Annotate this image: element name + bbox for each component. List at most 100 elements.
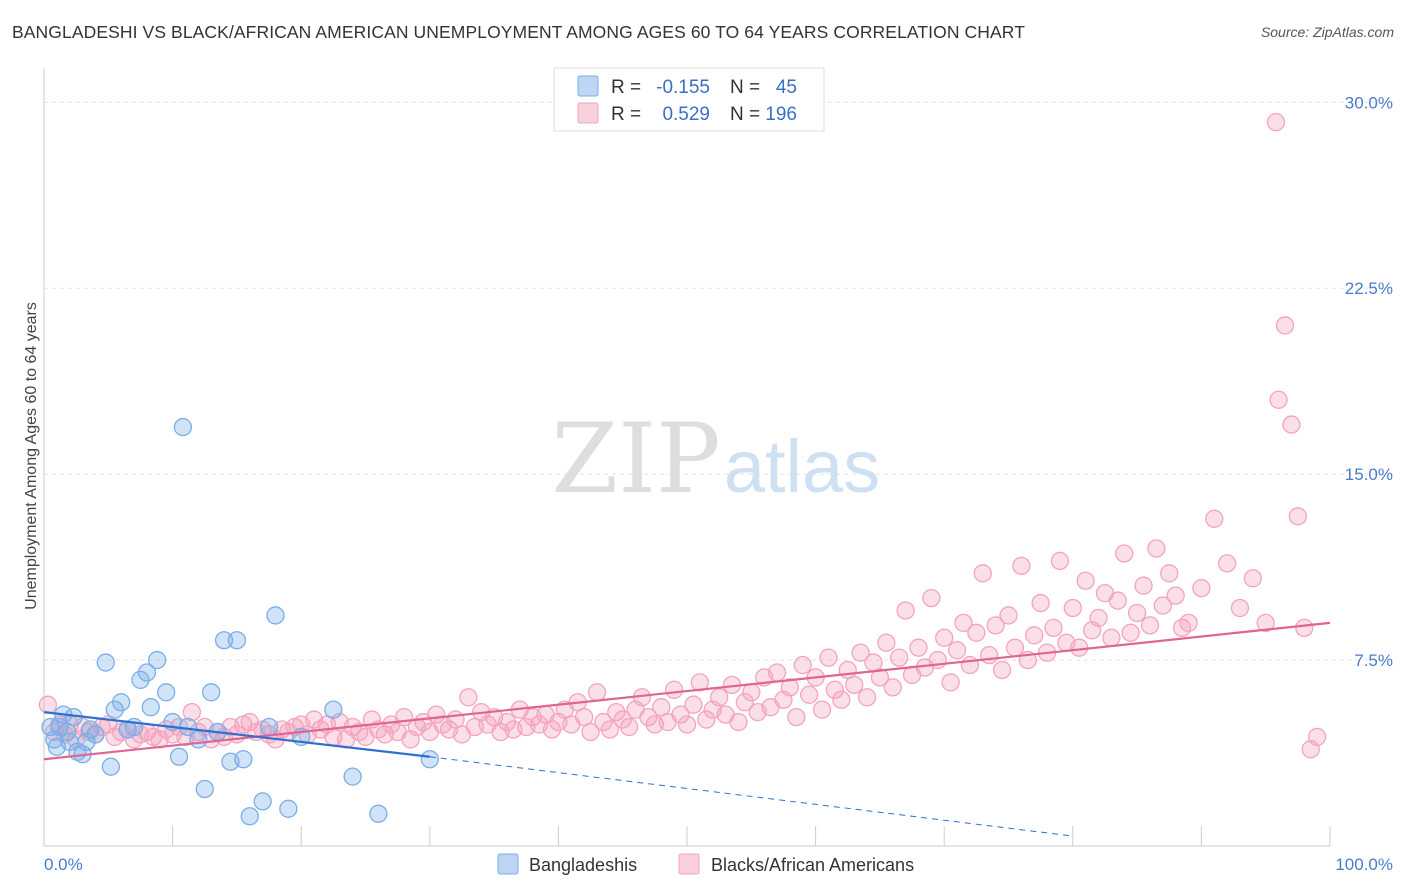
point-bangladeshis-21 bbox=[141, 698, 160, 717]
point-bangladeshis-45 bbox=[420, 750, 439, 769]
point-bangladeshis-16 bbox=[112, 693, 131, 712]
point-blacks-109 bbox=[735, 693, 755, 712]
point-bangladeshis-43 bbox=[343, 767, 362, 786]
point-blacks-72 bbox=[497, 712, 517, 732]
point-blacks-102 bbox=[690, 673, 710, 692]
point-blacks-136 bbox=[909, 638, 928, 657]
point-blacks-122 bbox=[819, 648, 838, 667]
point-bangladeshis-42 bbox=[324, 700, 343, 719]
point-blacks-118 bbox=[793, 655, 812, 675]
point-bangladeshis-29 bbox=[195, 779, 214, 799]
point-blacks-169 bbox=[1121, 623, 1140, 642]
point-blacks-154 bbox=[1025, 626, 1044, 645]
point-blacks-171 bbox=[1134, 576, 1153, 595]
x-tick-labels: 0.0% 100.0% bbox=[44, 855, 1393, 874]
point-bangladeshis-35 bbox=[234, 750, 253, 769]
point-blacks-142 bbox=[947, 641, 967, 660]
point-blacks-180 bbox=[1205, 509, 1224, 528]
legend-swatch-blacks bbox=[577, 102, 599, 124]
point-blacks-103 bbox=[697, 710, 716, 729]
legend-swatch-bangladeshis bbox=[577, 75, 599, 97]
point-blacks-151 bbox=[1005, 638, 1025, 657]
series-bangladeshis-points bbox=[41, 417, 439, 826]
point-blacks-179 bbox=[1192, 579, 1211, 598]
point-bangladeshis-40 bbox=[279, 799, 298, 818]
point-blacks-134 bbox=[896, 601, 915, 620]
point-blacks-158 bbox=[1050, 551, 1070, 571]
legend-r-value-bangladeshis: -0.155 bbox=[656, 77, 710, 98]
point-blacks-89 bbox=[607, 702, 626, 722]
y-tick-labels: 7.5% 15.0% 22.5% 30.0% bbox=[1345, 93, 1393, 670]
point-blacks-127 bbox=[851, 643, 870, 662]
y-tick-label-0: 7.5% bbox=[1354, 651, 1393, 670]
point-blacks-141 bbox=[941, 673, 960, 692]
point-bangladeshis-39 bbox=[266, 606, 285, 625]
series-legend: Bangladeshis Blacks/African Americans bbox=[497, 853, 914, 875]
point-blacks-166 bbox=[1102, 628, 1121, 647]
point-bangladeshis-23 bbox=[157, 683, 176, 702]
point-blacks-168 bbox=[1115, 544, 1134, 563]
point-blacks-86 bbox=[587, 683, 607, 702]
point-bangladeshis-32 bbox=[214, 631, 234, 650]
point-blacks-150 bbox=[999, 606, 1018, 625]
point-bangladeshis-36 bbox=[240, 807, 259, 826]
point-blacks-140 bbox=[935, 628, 954, 647]
point-blacks-91 bbox=[619, 717, 639, 737]
point-blacks-132 bbox=[883, 678, 902, 697]
point-blacks-173 bbox=[1147, 539, 1166, 558]
point-blacks-174 bbox=[1153, 596, 1172, 615]
point-bangladeshis-15 bbox=[105, 700, 124, 719]
point-blacks-108 bbox=[729, 712, 748, 732]
point-blacks-184 bbox=[1256, 613, 1275, 633]
point-blacks-149 bbox=[992, 660, 1012, 680]
legend-r-label-bangladeshis: R = bbox=[611, 77, 641, 98]
point-blacks-192 bbox=[1307, 727, 1327, 747]
point-blacks-152 bbox=[1012, 556, 1031, 576]
watermark-zip: ZIP bbox=[551, 403, 720, 515]
trend-lines bbox=[43, 621, 1331, 837]
point-blacks-189 bbox=[1288, 507, 1307, 526]
point-blacks-186 bbox=[1269, 390, 1288, 409]
y-tick-label-2: 22.5% bbox=[1345, 279, 1393, 298]
point-bangladeshis-11 bbox=[81, 720, 100, 739]
point-blacks-178 bbox=[1179, 613, 1198, 633]
point-blacks-101 bbox=[684, 695, 703, 714]
point-blacks-114 bbox=[767, 663, 787, 682]
point-blacks-190 bbox=[1295, 618, 1314, 638]
point-blacks-130 bbox=[870, 668, 890, 687]
point-bangladeshis-14 bbox=[101, 757, 121, 776]
legend-r-value-blacks: 0.529 bbox=[662, 104, 710, 125]
bottom-legend-label-bangladeshis: Bangladeshis bbox=[529, 855, 637, 875]
point-bangladeshis-30 bbox=[202, 683, 221, 702]
point-blacks-126 bbox=[845, 675, 864, 695]
point-blacks-119 bbox=[800, 685, 819, 704]
point-blacks-66 bbox=[459, 688, 478, 707]
point-blacks-176 bbox=[1166, 586, 1185, 605]
point-bangladeshis-44 bbox=[369, 804, 388, 823]
point-blacks-123 bbox=[825, 680, 845, 699]
point-blacks-155 bbox=[1031, 593, 1050, 613]
watermark-atlas: atlas bbox=[724, 425, 880, 508]
point-blacks-100 bbox=[677, 715, 697, 734]
y-tick-label-3: 30.0% bbox=[1345, 93, 1393, 112]
point-blacks-164 bbox=[1089, 608, 1108, 628]
point-blacks-23 bbox=[182, 702, 202, 722]
point-blacks-161 bbox=[1070, 638, 1089, 657]
point-blacks-99 bbox=[671, 705, 690, 724]
x-tick-label-0: 0.0% bbox=[44, 855, 83, 874]
point-blacks-187 bbox=[1275, 316, 1295, 335]
point-blacks-182 bbox=[1230, 598, 1250, 618]
point-bangladeshis-13 bbox=[96, 653, 115, 672]
point-blacks-157 bbox=[1044, 618, 1063, 638]
gridlines bbox=[44, 101, 1390, 661]
bottom-legend-swatch-bangladeshis bbox=[497, 853, 519, 875]
point-bangladeshis-38 bbox=[259, 717, 279, 737]
legend-n-value-bangladeshis: 45 bbox=[776, 77, 797, 98]
legend-n-label-blacks: N = bbox=[730, 104, 760, 125]
watermark: ZIP atlas bbox=[551, 403, 880, 515]
y-tick-label-1: 15.0% bbox=[1345, 465, 1393, 484]
point-bangladeshis-34 bbox=[227, 631, 247, 650]
point-bangladeshis-37 bbox=[253, 792, 272, 811]
point-blacks-188 bbox=[1282, 415, 1301, 434]
point-blacks-185 bbox=[1266, 112, 1286, 132]
